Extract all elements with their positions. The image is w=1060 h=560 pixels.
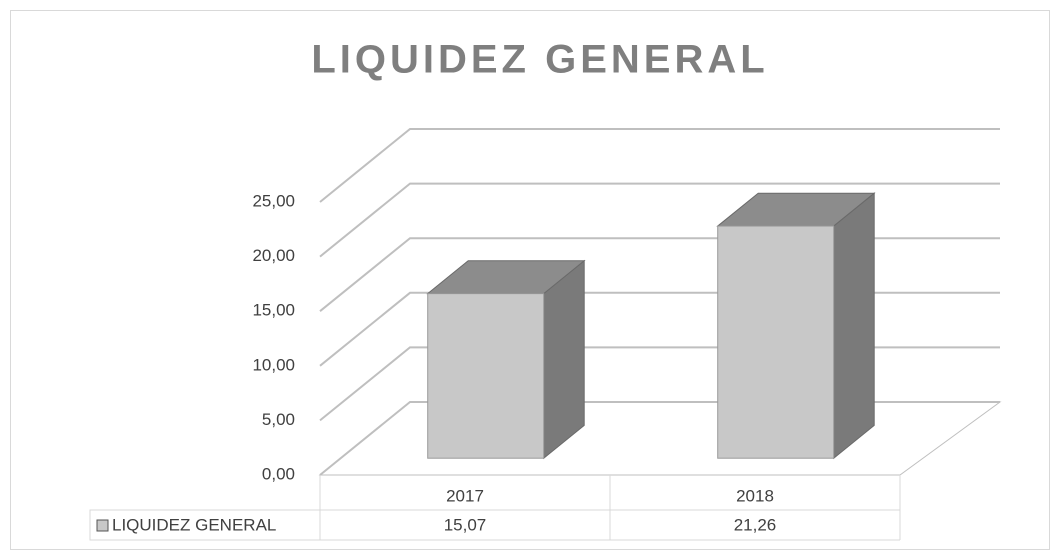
y-tick-label: 0,00 xyxy=(262,464,295,483)
bar xyxy=(717,225,835,459)
y-tick-label: 5,00 xyxy=(262,410,295,429)
bar-side xyxy=(543,259,585,460)
grid-line xyxy=(319,128,1000,203)
y-tick-label: 25,00 xyxy=(252,191,295,210)
table-border xyxy=(89,475,900,541)
y-tick-label: 20,00 xyxy=(252,246,295,265)
legend-swatch xyxy=(96,519,109,532)
chart-title: LIQUIDEZ GENERAL xyxy=(311,38,768,82)
x-tick-label: 2017 xyxy=(446,486,484,505)
grid-line xyxy=(319,182,1000,258)
bar-side xyxy=(833,192,875,460)
bar xyxy=(427,293,545,459)
x-tick-label: 2018 xyxy=(736,486,774,505)
data-table-value: 15,07 xyxy=(444,515,487,534)
legend-label: LIQUIDEZ GENERAL xyxy=(112,515,276,534)
y-tick-label: 10,00 xyxy=(252,355,295,374)
data-table-value: 21,26 xyxy=(734,515,777,534)
y-tick-label: 15,00 xyxy=(252,301,295,320)
